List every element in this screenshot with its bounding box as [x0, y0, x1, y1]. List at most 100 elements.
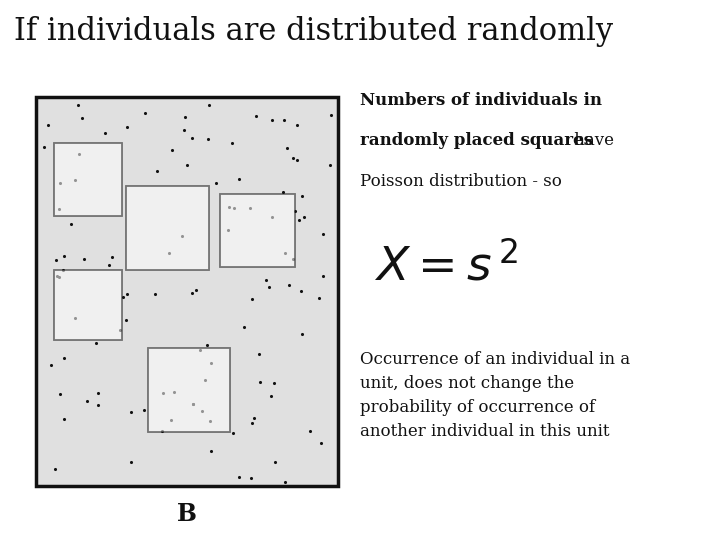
Point [156, 427, 167, 436]
Point [191, 286, 202, 294]
Point [176, 232, 188, 241]
Point [168, 388, 179, 396]
Point [54, 179, 66, 187]
Point [282, 144, 293, 152]
Point [226, 138, 238, 147]
Point [114, 326, 126, 334]
Bar [54, 143, 122, 216]
Point [99, 129, 110, 138]
Point [313, 294, 325, 302]
Point [194, 346, 206, 354]
Point [202, 341, 213, 349]
Point [266, 213, 278, 221]
Point [296, 191, 307, 200]
Point [279, 478, 291, 487]
Point [107, 253, 118, 261]
Point [245, 474, 256, 482]
Point [261, 276, 272, 285]
Text: have: have [569, 132, 614, 149]
Point [49, 465, 60, 474]
Point [73, 150, 85, 158]
Point [250, 112, 261, 120]
Point [204, 416, 215, 425]
Point [293, 215, 305, 224]
Point [279, 116, 290, 125]
Point [264, 283, 275, 292]
Point [125, 458, 137, 467]
Point [203, 100, 215, 109]
Point [299, 213, 310, 221]
Point [178, 126, 189, 134]
Text: If individuals are distributed randomly: If individuals are distributed randomly [14, 16, 613, 47]
Bar [36, 97, 338, 486]
Point [166, 145, 178, 154]
Point [81, 397, 92, 406]
Point [104, 261, 115, 269]
Point [53, 205, 64, 214]
Point [45, 361, 57, 369]
Point [318, 230, 329, 238]
Point [52, 272, 63, 280]
Point [186, 288, 197, 297]
Point [69, 314, 81, 323]
Point [279, 249, 291, 258]
Point [253, 378, 265, 387]
Point [122, 123, 133, 131]
Point [188, 400, 199, 409]
Bar [148, 348, 230, 432]
Point [248, 413, 260, 422]
Point [315, 438, 327, 447]
Point [269, 457, 281, 466]
Point [187, 400, 199, 408]
Point [228, 429, 239, 438]
Point [305, 427, 316, 435]
Point [72, 100, 84, 109]
Point [54, 390, 66, 399]
Point [269, 379, 280, 388]
Point [150, 167, 162, 176]
Point [149, 290, 161, 299]
Point [92, 401, 104, 409]
Point [318, 272, 329, 281]
Point [289, 206, 300, 215]
Text: randomly placed squares: randomly placed squares [360, 132, 593, 149]
Point [165, 416, 176, 424]
Point [202, 134, 214, 143]
Point [140, 109, 151, 117]
Point [253, 349, 265, 358]
Point [233, 473, 245, 482]
Point [58, 354, 70, 363]
Text: Poisson distribution - so: Poisson distribution - so [360, 173, 562, 190]
Point [291, 120, 302, 129]
Point [53, 273, 65, 281]
Point [158, 389, 169, 397]
Point [76, 113, 88, 122]
Point [244, 204, 256, 212]
Point [163, 249, 174, 258]
Point [120, 316, 132, 325]
Point [296, 329, 307, 338]
Point [246, 418, 257, 427]
Bar [126, 186, 209, 270]
Point [91, 339, 102, 348]
Point [284, 281, 295, 290]
Point [181, 160, 192, 169]
Point [277, 188, 289, 197]
Point [92, 389, 104, 397]
Point [287, 254, 299, 263]
Text: B: B [177, 502, 197, 526]
Point [223, 202, 235, 211]
Point [238, 322, 250, 331]
Point [205, 359, 217, 367]
Bar [54, 270, 122, 340]
Point [186, 133, 197, 142]
Text: Occurrence of an individual in a
unit, does not change the
probability of occurr: Occurrence of an individual in a unit, d… [360, 351, 630, 441]
Point [42, 120, 54, 129]
Point [222, 226, 233, 234]
Text: Numbers of individuals in: Numbers of individuals in [360, 92, 602, 109]
Point [58, 414, 70, 423]
Point [199, 375, 211, 384]
Point [210, 179, 222, 188]
Point [266, 116, 278, 124]
Point [38, 142, 50, 151]
